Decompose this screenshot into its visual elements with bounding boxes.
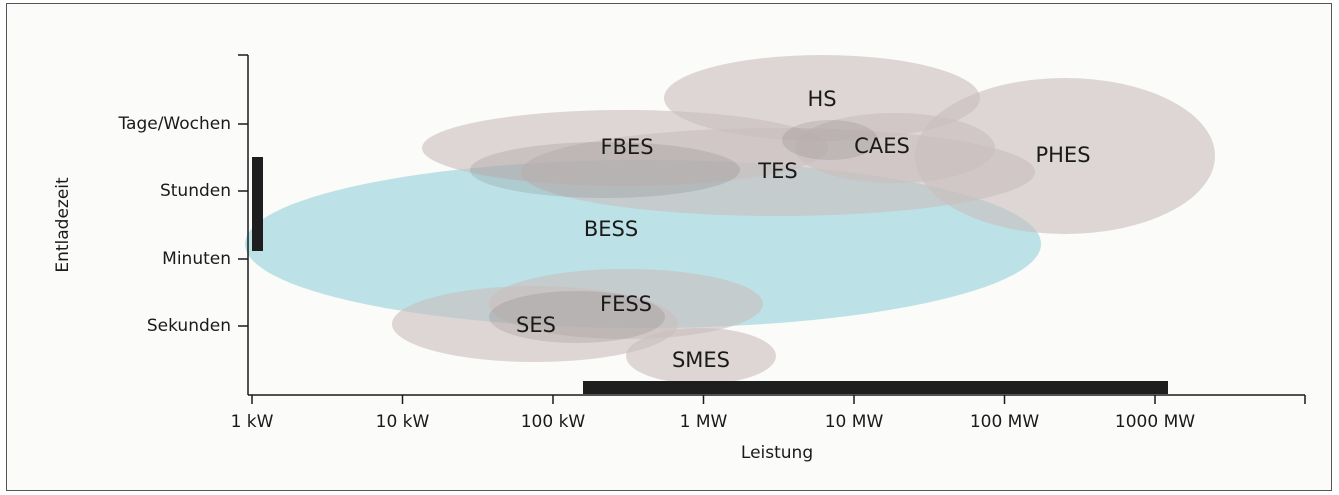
region-label-ses: SES — [516, 313, 556, 337]
x-tick-label-100-kw: 100 kW — [521, 412, 586, 432]
ticks-layer: 1 kW 10 kW 100 kW 1 MW 10 MW 100 MW 1000 MW Sek… — [117, 54, 1306, 432]
x-tick-label-10-kw: 10 kW — [376, 412, 430, 432]
region-label-fbes: FBES — [600, 135, 653, 159]
x-axis-title: Leistung — [741, 443, 813, 463]
y-range-bar — [252, 157, 263, 251]
y-tick-label-stunden: Stunden — [160, 181, 231, 201]
regions-layer — [245, 55, 1215, 384]
region-label-bess: BESS — [584, 217, 638, 241]
axes-layer — [247, 55, 1305, 396]
overlap-shade-3 — [782, 120, 878, 160]
x-tick-label-1-mw: 1 MW — [680, 412, 728, 432]
region-smes — [626, 328, 776, 384]
region-label-smes: SMES — [672, 348, 730, 372]
x-tick-label-1000-mw: 1000 MW — [1115, 412, 1195, 432]
bars-layer — [252, 157, 1168, 394]
x-tick-label-1-kw: 1 kW — [231, 412, 274, 432]
y-tick-label-sekunden: Sekunden — [147, 316, 231, 336]
region-label-fess: FESS — [600, 292, 652, 316]
overlap-shade-1 — [470, 142, 740, 198]
region-label-hs: HS — [807, 87, 836, 111]
region-label-phes: PHES — [1035, 143, 1090, 167]
y-tick-label-tage-wochen: Tage/Wochen — [117, 114, 231, 134]
region-labels-layer: HS PHES FBES TES CAES BESS FESS SES SMES — [516, 87, 1091, 372]
region-label-tes: TES — [757, 159, 797, 183]
region-ses — [392, 286, 678, 362]
x-range-bar — [583, 381, 1168, 394]
region-label-caes: CAES — [854, 134, 910, 158]
overlap-shade-2 — [489, 291, 665, 343]
x-tick-label-10-mw: 10 MW — [825, 412, 884, 432]
y-tick-label-minuten: Minuten — [162, 249, 231, 269]
region-phes — [915, 78, 1215, 234]
y-axis-title: Entladezeit — [53, 177, 73, 273]
x-tick-label-100-mw: 100 MW — [970, 412, 1040, 432]
